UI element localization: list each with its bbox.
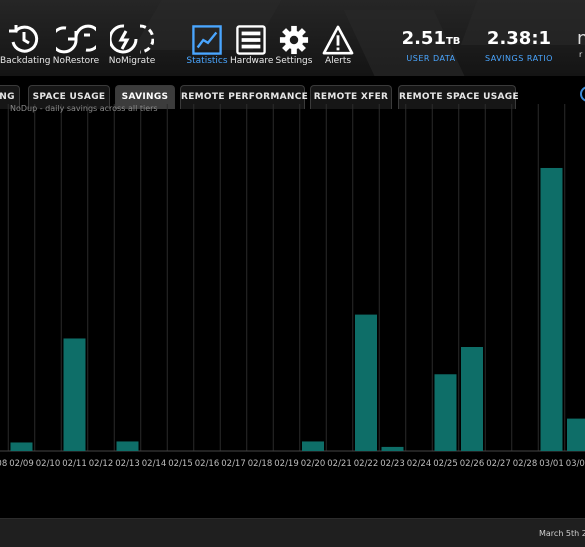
bar-02-11[interactable] xyxy=(63,338,86,451)
footer-date: March 5th 2 xyxy=(539,529,585,538)
x-tick-label: 02/10 xyxy=(36,459,61,469)
x-tick-label: 02/19 xyxy=(274,459,299,469)
nomigrate-label: NoMigrate xyxy=(108,56,156,66)
savings-ratio-value: 2.38:1 xyxy=(486,28,552,49)
norestore-icon xyxy=(56,24,96,54)
x-tick-label: 02/25 xyxy=(433,459,458,469)
x-tick-label: 02/18 xyxy=(248,459,273,469)
alerts-icon xyxy=(322,25,354,55)
x-tick-label: 02/22 xyxy=(354,459,379,469)
bar-02-20[interactable] xyxy=(302,441,324,451)
savings-ratio-caption: SAVINGS RATIO xyxy=(485,54,553,63)
footer-bar: March 5th 2 xyxy=(0,518,585,547)
alerts-button[interactable]: Alerts xyxy=(317,0,359,76)
bar-02-26[interactable] xyxy=(461,346,483,451)
backdating-button[interactable]: Backdating xyxy=(0,0,51,76)
bar-03-02[interactable] xyxy=(567,418,585,451)
x-tick-label: 02/15 xyxy=(168,459,193,469)
hardware-button[interactable]: Hardware xyxy=(230,0,274,76)
x-tick-label: 02/14 xyxy=(142,459,167,469)
x-tick-label: 02/17 xyxy=(221,459,246,469)
x-tick-label: 02/12 xyxy=(89,459,114,469)
bar-03-01[interactable] xyxy=(540,167,563,451)
statistics-button[interactable]: Statistics xyxy=(186,0,228,76)
statistics-label: Statistics xyxy=(186,56,228,66)
settings-label: Settings xyxy=(275,56,313,66)
alerts-label: Alerts xyxy=(324,56,352,66)
chart-legend-note: NoDup - daily savings across all tiers xyxy=(10,104,158,113)
bar-02-22[interactable] xyxy=(355,314,377,451)
tab-remote-xfer[interactable]: REMOTE XFER xyxy=(310,85,392,109)
user-data-unit: TB xyxy=(445,36,461,47)
x-tick-label: 02/27 xyxy=(486,459,511,469)
tab-savings[interactable]: SAVINGS xyxy=(115,85,175,109)
bar-02-09[interactable] xyxy=(10,442,33,451)
x-tick-label: 02/26 xyxy=(460,459,485,469)
x-tick-label: 02/24 xyxy=(407,459,432,469)
user-data-value: 2.51TB xyxy=(396,28,466,49)
brand-subtitle-partial: r xyxy=(579,50,583,59)
x-tick-label: 03/02 xyxy=(566,459,585,469)
backdating-label: Backdating xyxy=(0,56,51,66)
x-tick-label: 02/20 xyxy=(301,459,326,469)
x-tick-label: 02/11 xyxy=(62,459,87,469)
settings-button[interactable]: Settings xyxy=(273,0,315,76)
backdating-icon xyxy=(9,25,39,53)
tab-space-usage[interactable]: SPACE USAGE xyxy=(28,85,110,109)
bar-02-13[interactable] xyxy=(116,441,139,451)
x-tick-label: 02/13 xyxy=(115,459,140,469)
chart-gridlines xyxy=(0,104,585,452)
brand-logo-partial: n xyxy=(577,28,585,49)
nomigrate-icon xyxy=(110,24,154,54)
statistics-icon xyxy=(192,25,222,55)
savings-bar-chart: 02/0802/0902/1002/1102/1202/1302/1402/15… xyxy=(0,104,585,469)
user-data-caption: USER DATA xyxy=(406,54,456,63)
settings-icon xyxy=(279,25,309,55)
norestore-button[interactable]: NoRestore xyxy=(52,0,100,76)
tab-remote-performance[interactable]: REMOTE PERFORMANCE xyxy=(180,85,308,109)
chart-x-ticks: 02/0802/0902/1002/1102/1202/1302/1402/15… xyxy=(0,459,585,469)
x-tick-label: 02/09 xyxy=(9,459,34,469)
nomigrate-button[interactable]: NoMigrate xyxy=(106,0,158,76)
hardware-label: Hardware xyxy=(230,56,274,66)
user-data-number: 2.51 xyxy=(401,28,446,49)
x-tick-label: 02/23 xyxy=(380,459,405,469)
bar-02-25[interactable] xyxy=(434,374,457,451)
x-tick-label: 02/16 xyxy=(195,459,220,469)
savings-ratio-stat: 2.38:1 SAVINGS RATIO xyxy=(480,28,558,63)
hardware-icon xyxy=(236,25,266,55)
bar-02-23[interactable] xyxy=(381,446,404,451)
chart-bars xyxy=(10,167,585,451)
user-data-stat: 2.51TB USER DATA xyxy=(396,28,466,63)
x-tick-label: 02/21 xyxy=(327,459,352,469)
x-tick-label: 02/28 xyxy=(513,459,538,469)
x-tick-label: 02/08 xyxy=(0,459,7,469)
chart-bottom-gap xyxy=(0,474,585,518)
tab-remote-space-usage[interactable]: REMOTE SPACE USAGE xyxy=(398,85,519,109)
x-tick-label: 03/01 xyxy=(539,459,564,469)
tab-ng[interactable]: NG xyxy=(0,85,20,109)
top-toolbar: Backdating NoRestore NoMigrate Statistic… xyxy=(0,0,585,76)
norestore-label: NoRestore xyxy=(52,56,100,66)
